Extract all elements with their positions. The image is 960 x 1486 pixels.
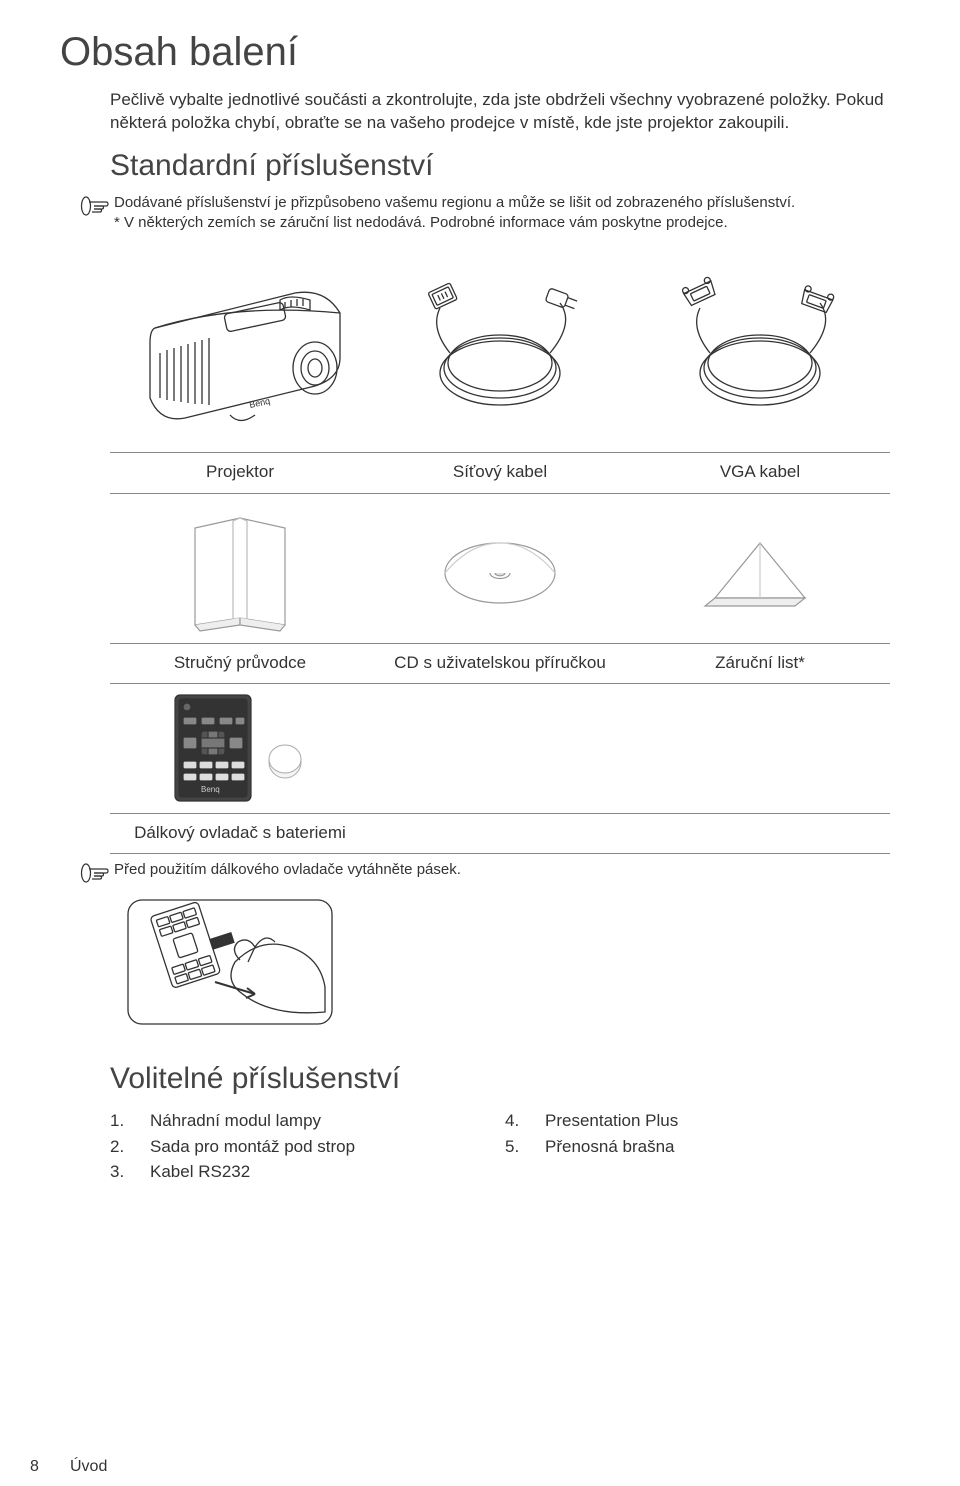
label-vga-cable: VGA kabel bbox=[630, 453, 890, 492]
label-remote: Dálkový ovladač s bateriemi bbox=[110, 814, 370, 853]
note-line-1: Dodávané příslušenství je přizpůsobeno v… bbox=[114, 193, 900, 213]
projector-icon: Benq bbox=[115, 258, 365, 438]
note-text-2: Před použitím dálkového ovladače vytáhně… bbox=[110, 860, 900, 880]
page-footer: 8 Úvod bbox=[30, 1458, 107, 1476]
note-block: Dodávané příslušenství je přizpůsobeno v… bbox=[80, 193, 900, 234]
item-cd bbox=[370, 494, 630, 643]
page-number: 8 bbox=[30, 1458, 70, 1476]
hand-remote-icon bbox=[120, 892, 340, 1032]
label-cd: CD s uživatelskou příručkou bbox=[370, 644, 630, 683]
cd-icon bbox=[430, 513, 570, 623]
opt-item-2: 2.Sada pro montáž pod strop bbox=[110, 1134, 505, 1160]
page-title: Obsah balení bbox=[60, 30, 900, 75]
footer-section: Úvod bbox=[70, 1458, 107, 1476]
item-vga-cable bbox=[630, 243, 890, 452]
label-quick-guide: Stručný průvodce bbox=[110, 644, 370, 683]
opt-item-5: 5.Přenosná brašna bbox=[505, 1134, 900, 1160]
item-remote: Benq bbox=[110, 684, 370, 813]
optional-list: 1.Náhradní modul lampy 2.Sada pro montáž… bbox=[110, 1108, 900, 1185]
label-warranty: Záruční list* bbox=[630, 644, 890, 683]
note-text: Dodávané příslušenství je přizpůsobeno v… bbox=[110, 193, 900, 234]
accessories-grid: Benq bbox=[110, 243, 890, 854]
vga-cable-icon bbox=[670, 268, 850, 428]
item-power-cable bbox=[370, 243, 630, 452]
remote-icon: Benq bbox=[155, 687, 325, 807]
note-line-2: * V některých zemích se záruční list ned… bbox=[114, 213, 900, 233]
item-quick-guide bbox=[110, 494, 370, 643]
hand-point-icon bbox=[80, 862, 110, 884]
opt-item-1: 1.Náhradní modul lampy bbox=[110, 1108, 505, 1134]
optional-accessories-heading: Volitelné příslušenství bbox=[110, 1062, 900, 1096]
intro-paragraph: Pečlivě vybalte jednotlivé součásti a zk… bbox=[110, 89, 900, 135]
item-projector: Benq bbox=[110, 243, 370, 452]
item-warranty bbox=[630, 494, 890, 643]
svg-text:Benq: Benq bbox=[201, 785, 220, 794]
label-projector: Projektor bbox=[110, 453, 370, 492]
opt-item-3: 3.Kabel RS232 bbox=[110, 1159, 505, 1185]
hand-point-icon bbox=[80, 195, 110, 217]
remote-tab-illustration bbox=[120, 892, 900, 1032]
booklet-icon bbox=[175, 503, 305, 633]
svg-text:Benq: Benq bbox=[248, 396, 271, 410]
opt-item-4: 4.Presentation Plus bbox=[505, 1108, 900, 1134]
power-cable-icon bbox=[410, 268, 590, 428]
standard-accessories-heading: Standardní příslušenství bbox=[110, 149, 900, 183]
tent-card-icon bbox=[695, 523, 825, 613]
note-block-2: Před použitím dálkového ovladače vytáhně… bbox=[80, 860, 900, 884]
label-power-cable: Síťový kabel bbox=[370, 453, 630, 492]
